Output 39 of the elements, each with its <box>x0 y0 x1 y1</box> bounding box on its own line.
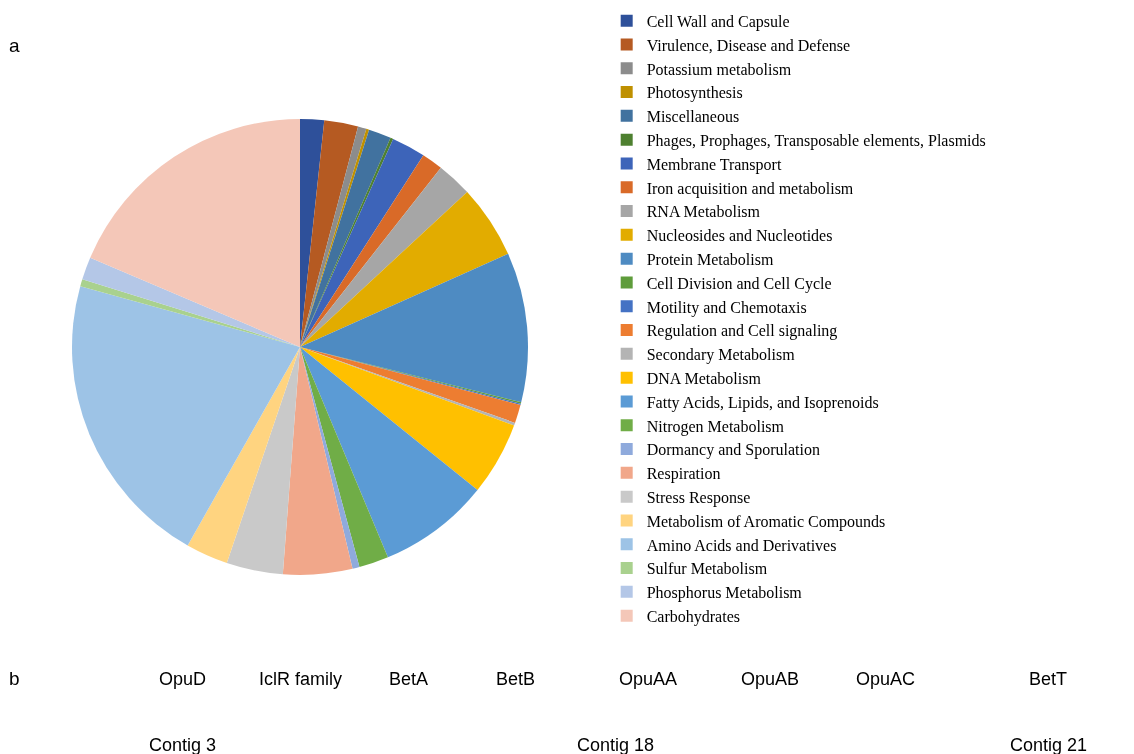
legend-label: Respiration <box>646 465 721 484</box>
text: BetA <box>389 669 429 689</box>
text: OpuAA <box>619 669 678 689</box>
legend-label: Dormancy and Sporulation <box>646 441 820 460</box>
legend-label: RNA Metabolism <box>646 203 761 221</box>
legend-label: Nucleosides and Nucleotides <box>646 227 833 245</box>
legend-label: Cell Division and Cell Cycle <box>646 274 832 293</box>
legend-label: Fatty Acids, Lipids, and Isoprenoids <box>646 393 879 412</box>
text: BetB <box>496 669 536 689</box>
legend-label: Potassium metabolism <box>646 60 792 78</box>
legend-label: Motility and Chemotaxis <box>646 298 807 317</box>
text: OpuD <box>159 669 207 689</box>
legend-label: Protein Metabolism <box>646 250 774 268</box>
legend-label: Membrane Transport <box>646 155 782 174</box>
legend-label: Virulence, Disease and Defense <box>646 36 851 54</box>
legend-label: Sulfur Metabolism <box>646 560 768 578</box>
text: Contig 3 <box>149 735 217 754</box>
text: a <box>9 35 20 56</box>
legend-label: Phosphorus Metabolism <box>646 584 803 603</box>
text: OpuAB <box>741 669 800 689</box>
legend-label: Amino Acids and Derivatives <box>646 536 837 554</box>
text: IclR family <box>259 669 343 689</box>
text: Contig 21 <box>1010 735 1088 754</box>
legend-label: Carbohydrates <box>646 607 740 626</box>
legend-label: Iron acquisition and metabolism <box>646 179 854 198</box>
legend-label: Phages, Prophages, Transposable elements, Plasmids <box>646 131 986 150</box>
legend-label: Nitrogen Metabolism <box>646 417 785 436</box>
legend-label: Metabolism of Aromatic Compounds <box>646 512 886 531</box>
legend-label: DNA Metabolism <box>646 369 762 387</box>
legend-label: Miscellaneous <box>646 108 740 126</box>
text: BetT <box>1029 669 1068 689</box>
legend-label: Stress Response <box>646 488 751 507</box>
text: Contig 18 <box>577 735 655 754</box>
text: b <box>9 668 20 689</box>
legend-label: Secondary Metabolism <box>646 346 796 365</box>
text: OpuAC <box>856 669 916 689</box>
legend-label: Photosynthesis <box>646 84 743 103</box>
legend-label: Cell Wall and Capsule <box>646 12 790 31</box>
legend-label: Regulation and Cell signaling <box>646 322 838 341</box>
